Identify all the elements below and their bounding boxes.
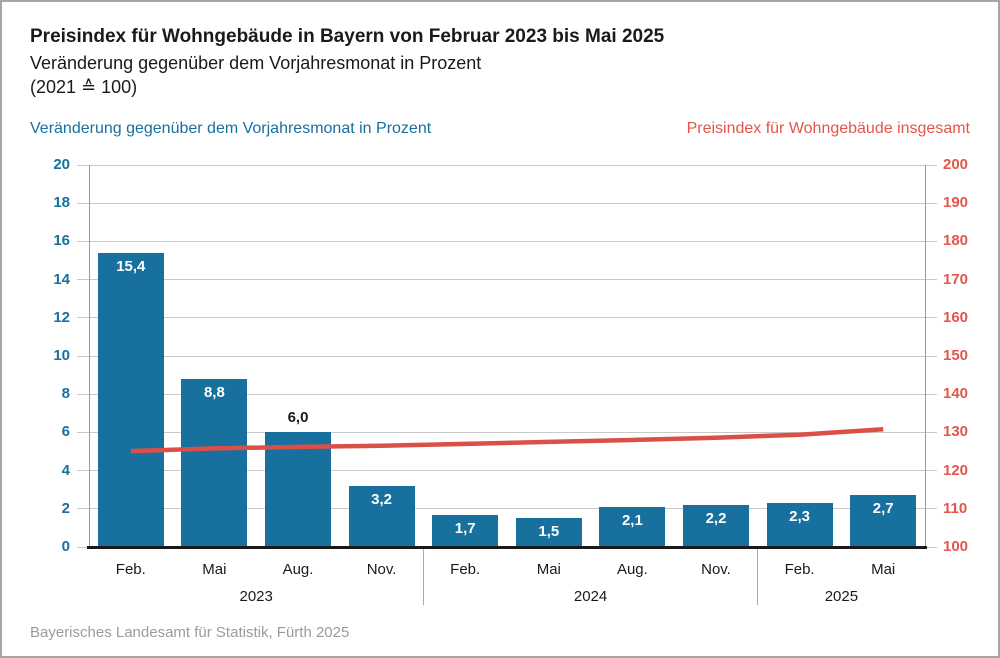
bar-value-label: 6,0: [287, 409, 309, 427]
left-axis-tick-label: 20: [53, 156, 70, 173]
grid-line: [77, 393, 937, 395]
bar: [97, 252, 164, 547]
left-axis-title: Veränderung gegenüber dem Vorjahresmonat…: [30, 120, 432, 137]
bar-value-label: 3,2: [371, 490, 393, 508]
bar: [766, 503, 833, 547]
month-label: Feb.: [450, 561, 481, 578]
right-axis-tick-label: 150: [943, 347, 969, 364]
left-axis-tick-label: 10: [53, 347, 70, 364]
year-label: 2024: [573, 588, 608, 605]
grid-line: [77, 508, 937, 510]
left-axis-tick-label: 18: [53, 194, 70, 212]
grid-line: [77, 317, 937, 319]
left-axis-tick-label: 6: [61, 423, 70, 441]
left-axis-line: [89, 165, 90, 547]
year-label: 2023: [239, 588, 273, 605]
right-axis-tick-label: 160: [943, 308, 969, 326]
month-label: Feb.: [784, 561, 815, 578]
right-axis-tick-label: 190: [943, 194, 969, 212]
month-label: Mai: [536, 561, 561, 578]
year-label: 2025: [824, 588, 859, 605]
right-axis-tick-label: 140: [943, 385, 969, 403]
chart-base-note: (2021 ≙ 100): [30, 77, 138, 97]
right-axis-tick-label: 200: [943, 156, 969, 173]
bar-value-label: 1,5: [538, 523, 560, 541]
bar: [515, 518, 582, 547]
month-label: Aug.: [282, 561, 314, 578]
right-axis-tick-label: 130: [943, 423, 969, 441]
month-label: Nov.: [701, 561, 731, 578]
month-label: Mai: [871, 561, 896, 578]
left-axis-tick-label: 2: [61, 499, 70, 517]
grid-line: [77, 279, 937, 281]
bar: [432, 514, 499, 547]
month-label: Feb.: [115, 561, 146, 578]
right-axis-title: Preisindex für Wohngebäude insgesamt: [686, 120, 970, 137]
right-axis-tick-label: 170: [943, 270, 969, 288]
bar-value-label: 2,2: [705, 509, 727, 527]
bar: [265, 432, 331, 547]
bar-value-label: 2,3: [789, 508, 811, 526]
month-label: Nov.: [366, 561, 397, 578]
bar-value-label: 1,7: [454, 519, 476, 537]
right-axis-tick-label: 180: [943, 232, 969, 250]
month-label: Mai: [202, 561, 227, 578]
bar-value-label: 2,7: [872, 500, 894, 518]
left-axis-tick-label: 14: [53, 270, 70, 288]
left-axis-tick-label: 0: [61, 538, 70, 555]
source-note: Bayerisches Landesamt für Statistik, Für…: [30, 624, 350, 641]
month-label: Aug.: [616, 561, 648, 578]
grid-line: [77, 202, 937, 204]
grid-line: [77, 164, 937, 166]
grid-line: [77, 470, 937, 472]
grid-line: [77, 355, 937, 357]
right-axis-line: [925, 165, 926, 547]
chart-title: Preisindex für Wohngebäude in Bayern von…: [30, 26, 665, 47]
left-axis-tick-label: 16: [53, 232, 70, 250]
right-axis-tick-label: 110: [943, 499, 968, 517]
year-separator: [422, 549, 424, 605]
bar-value-label: 15,4: [116, 257, 146, 275]
bar: [599, 506, 666, 547]
bar-value-label: 2,1: [621, 511, 643, 529]
grid-line: [77, 240, 937, 242]
bar: [850, 495, 917, 547]
year-separator: [757, 549, 759, 605]
right-axis-tick-label: 100: [943, 538, 969, 555]
bar-value-label: 8,8: [203, 383, 225, 401]
bar: [181, 378, 248, 547]
bar: [348, 485, 415, 547]
x-axis-baseline: [87, 546, 927, 549]
chart-subtitle: Veränderung gegenüber dem Vorjahresmonat…: [30, 53, 482, 73]
right-axis-tick-label: 120: [943, 461, 969, 479]
bar: [683, 504, 749, 547]
left-axis-tick-label: 8: [61, 385, 70, 403]
left-axis-tick-label: 12: [53, 308, 70, 326]
left-axis-tick-label: 4: [61, 461, 70, 479]
